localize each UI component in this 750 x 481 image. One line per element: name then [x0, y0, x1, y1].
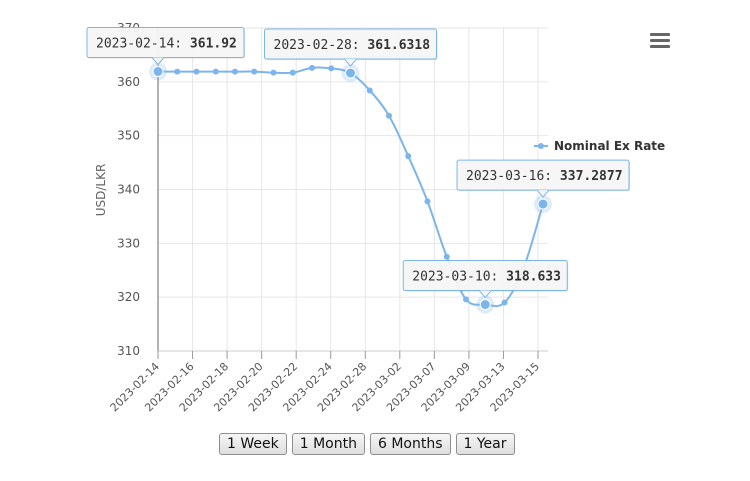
data-point[interactable] — [270, 69, 277, 76]
tooltip-value: 337.2877 — [560, 169, 623, 184]
range-6-months-button[interactable]: 6 Months — [369, 433, 451, 455]
data-point[interactable] — [309, 64, 315, 71]
range-1-month-button[interactable]: 1 Month — [291, 433, 365, 455]
tooltip-text: 2023-02-28: 361.6318 — [274, 38, 431, 53]
data-point[interactable] — [174, 68, 181, 75]
data-point[interactable] — [345, 67, 356, 79]
tooltip: 2023-03-16: 337.2877 — [456, 159, 630, 198]
legend-symbol-marker — [538, 143, 544, 149]
y-tick-label: 310 — [117, 344, 140, 358]
tooltip-pointer — [536, 189, 550, 198]
data-point[interactable] — [386, 112, 392, 119]
data-point[interactable] — [463, 296, 469, 303]
tooltip-text: 2023-02-14: 361.92 — [96, 36, 237, 51]
y-tick-label: 330 — [117, 236, 140, 250]
data-point[interactable] — [328, 65, 335, 72]
tooltip-pointer — [478, 290, 492, 299]
series-line-layer — [149, 62, 552, 314]
tooltip-value: 361.92 — [190, 36, 237, 51]
tooltip: 2023-02-14: 361.92 — [86, 26, 245, 66]
range-selector: 1 Week 1 Month 6 Months 1 Year — [219, 433, 515, 455]
range-1-week-button[interactable]: 1 Week — [219, 433, 287, 455]
range-1-year-button[interactable]: 1 Year — [455, 433, 515, 455]
data-point[interactable] — [232, 68, 238, 75]
y-tick-label: 340 — [117, 183, 140, 197]
data-point[interactable] — [251, 68, 258, 75]
tooltip-pointer — [344, 58, 357, 67]
data-point[interactable] — [366, 87, 373, 94]
data-point[interactable] — [289, 69, 296, 76]
legend-item-label[interactable]: Nominal Ex Rate — [554, 139, 665, 153]
tooltips: 2023-02-14: 361.92 2023-02-28: 361.631820… — [86, 26, 630, 299]
tooltip-text: 2023-03-16: 337.2877 — [466, 169, 623, 184]
x-axis-ticks: 2023-02-142023-02-162023-02-182023-02-20… — [108, 351, 542, 414]
data-point[interactable] — [193, 68, 200, 75]
tooltip-date: 2023-02-28: — [274, 38, 368, 53]
data-point[interactable] — [152, 65, 164, 77]
tooltip-date: 2023-02-14: — [96, 36, 190, 51]
data-point[interactable] — [443, 253, 450, 260]
tooltip-value: 361.6318 — [367, 38, 430, 53]
y-tick-label: 360 — [117, 75, 140, 89]
data-point[interactable] — [537, 198, 549, 210]
tooltip-box — [86, 26, 245, 58]
y-tick-label: 350 — [117, 129, 140, 143]
data-point[interactable] — [479, 299, 491, 311]
data-point[interactable] — [405, 153, 412, 160]
tooltip: 2023-03-10: 318.633 — [402, 260, 569, 299]
tooltip-date: 2023-03-10: — [412, 270, 506, 285]
y-axis-label: USD/LKR — [94, 164, 108, 217]
legend[interactable]: Nominal Ex Rate — [534, 139, 665, 153]
tooltip-value: 318.633 — [506, 270, 561, 285]
tooltip-pointer — [151, 57, 165, 66]
y-axis-ticks: 310320330340350360370 — [117, 21, 140, 358]
data-point[interactable] — [212, 68, 219, 75]
hamburger-menu-icon[interactable] — [648, 30, 672, 52]
tooltip-text: 2023-03-10: 318.633 — [412, 270, 561, 285]
tooltip: 2023-02-28: 361.6318 — [264, 28, 438, 67]
data-point[interactable] — [501, 299, 508, 306]
y-tick-label: 320 — [117, 290, 140, 304]
tooltip-date: 2023-03-16: — [466, 169, 560, 184]
data-point[interactable] — [424, 198, 431, 205]
